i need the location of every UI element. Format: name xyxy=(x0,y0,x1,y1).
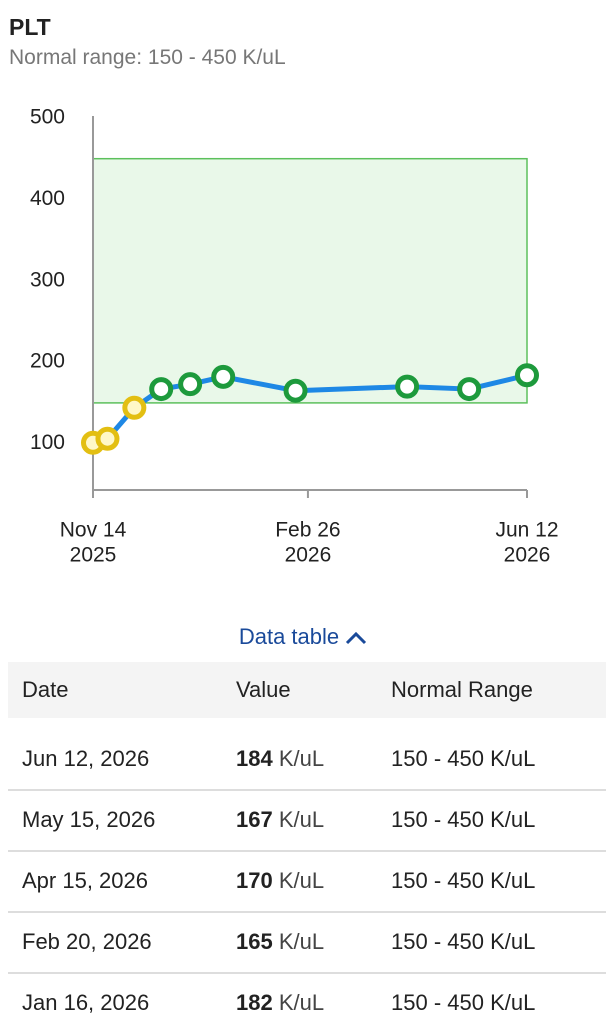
row-divider xyxy=(8,789,606,791)
value: 184 xyxy=(236,746,273,771)
value-cell: 182 K/uL xyxy=(236,989,324,1017)
range-cell: 150 - 450 K/uL xyxy=(391,868,536,893)
value-cell: 167 K/uL xyxy=(236,806,324,834)
row-divider xyxy=(8,911,606,913)
value-cell: 184 K/uL xyxy=(236,745,324,773)
point xyxy=(515,363,539,388)
row-divider xyxy=(8,850,606,852)
column-header: Date xyxy=(22,677,69,702)
x-tick-label: 2026 xyxy=(504,544,551,567)
y-tick-label: 500 xyxy=(30,106,65,129)
range-cell: 150 - 450 K/uL xyxy=(391,746,536,771)
x-tick-label: 2026 xyxy=(285,544,332,567)
point xyxy=(211,364,236,389)
normal-range xyxy=(92,157,528,404)
value: 165 xyxy=(236,929,273,954)
x-tick-label: Nov 14 xyxy=(60,519,127,542)
date-cell: Apr 15, 2026 xyxy=(22,868,148,893)
date-cell: Feb 20, 2026 xyxy=(22,929,152,954)
x-tick-label: Feb 26 xyxy=(275,519,340,542)
date-cell: Jun 12, 2026 xyxy=(22,746,150,771)
range-cell: 150 - 450 K/uL xyxy=(391,990,536,1015)
y-tick-label: 300 xyxy=(30,268,65,291)
value-cell: 165 K/uL xyxy=(236,928,324,956)
y-tick-label: 400 xyxy=(30,187,65,210)
subtitle: Normal range: 150 - 450 K/uL xyxy=(9,46,286,69)
point xyxy=(95,426,120,451)
y-tick-label: 200 xyxy=(30,350,65,373)
toggle-label: Data table xyxy=(238,624,340,649)
unit: K/uL xyxy=(278,746,325,771)
value-cell: 170 K/uL xyxy=(236,867,324,895)
x-tick-label: Jun 12 xyxy=(495,519,558,542)
point xyxy=(122,395,147,420)
point xyxy=(457,377,482,402)
date-cell: May 15, 2026 xyxy=(22,807,156,832)
point xyxy=(178,372,203,397)
value: 170 xyxy=(236,868,273,893)
row-divider xyxy=(8,972,606,974)
y-tick-label: 100 xyxy=(30,431,65,454)
range-cell: 150 - 450 K/uL xyxy=(391,929,536,954)
point xyxy=(149,377,174,402)
value: 167 xyxy=(236,807,273,832)
unit: K/uL xyxy=(278,990,325,1015)
chevron xyxy=(346,632,367,645)
range-cell: 150 - 450 K/uL xyxy=(391,807,536,832)
x-tick-label: 2025 xyxy=(70,544,117,567)
unit: K/uL xyxy=(278,868,325,893)
column-header: Value xyxy=(236,677,291,702)
value: 182 xyxy=(236,990,273,1015)
unit: K/uL xyxy=(278,807,325,832)
unit: K/uL xyxy=(278,929,325,954)
data-table-toggle[interactable]: Data table xyxy=(0,624,606,650)
title: PLT xyxy=(9,14,51,40)
table-header xyxy=(8,662,606,718)
date-cell: Jan 16, 2026 xyxy=(22,990,150,1015)
line xyxy=(92,372,528,446)
column-header: Normal Range xyxy=(391,677,533,702)
point xyxy=(395,374,420,399)
point xyxy=(283,378,308,403)
